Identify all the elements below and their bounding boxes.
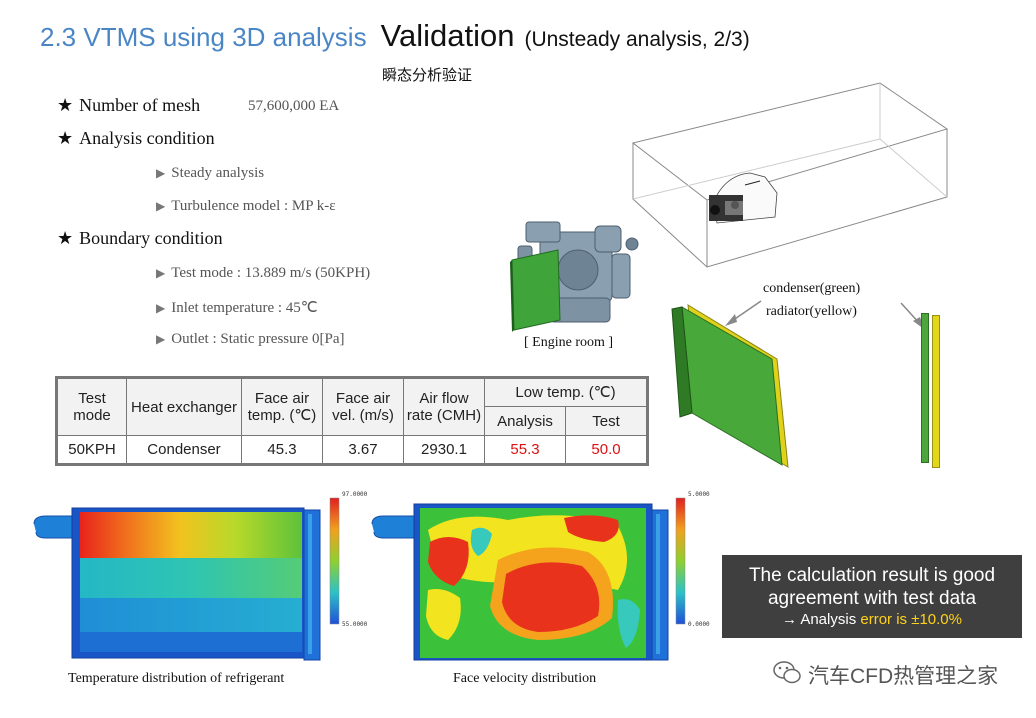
cell-test: 50.0 bbox=[565, 435, 648, 465]
temperature-contour bbox=[33, 497, 340, 661]
engine-room-label: [ Engine room ] bbox=[524, 335, 614, 350]
header-face-air-temp: Face air temp. (℃) bbox=[241, 377, 323, 436]
result-line-1: The calculation result is good bbox=[748, 565, 996, 586]
velocity-contour bbox=[371, 497, 686, 661]
condenser-label: condenser(green) bbox=[763, 281, 861, 296]
mesh-value: 57,600,000 EA bbox=[248, 98, 340, 114]
chinese-subtitle: 瞬态分析验证 bbox=[382, 67, 473, 84]
result-callout-box: The calculation result is good agreement… bbox=[722, 555, 1022, 638]
radiator-label: radiator(yellow) bbox=[766, 304, 857, 319]
star-icon: ★ bbox=[57, 95, 74, 115]
wind-tunnel-figure bbox=[631, 82, 949, 268]
triangle-bullet-icon: ▶ bbox=[156, 166, 166, 180]
star-icon: ★ bbox=[57, 128, 74, 148]
boundary-item-text: Outlet : Static pressure 0[Pa] bbox=[171, 331, 345, 347]
cell-face-air-vel: 3.67 bbox=[322, 435, 404, 465]
analysis-item: ▶ Turbulence model : MP k-ε bbox=[156, 198, 336, 215]
temp-scale-min: 55.0000 bbox=[342, 621, 368, 628]
header-test-mode: Test mode bbox=[56, 377, 127, 436]
cell-air-flow: 2930.1 bbox=[403, 435, 485, 465]
cell-analysis: 55.3 bbox=[484, 435, 566, 465]
analysis-item-text: Turbulence model : MP k-ε bbox=[171, 198, 336, 214]
triangle-bullet-icon: ▶ bbox=[156, 332, 166, 346]
boundary-item: ▶ Test mode : 13.889 m/s (50KPH) bbox=[156, 265, 370, 282]
result-line-3: → Analysis error is ±10.0% bbox=[722, 610, 1022, 630]
cell-heat-exchanger: Condenser bbox=[126, 435, 242, 465]
velocity-colorbar bbox=[675, 497, 686, 625]
header-test: Test bbox=[565, 406, 648, 436]
header-heat-exchanger: Heat exchanger bbox=[126, 377, 242, 436]
front-condenser-icon bbox=[511, 249, 561, 331]
results-table-wrapper: Test mode Heat exchanger Face air temp. … bbox=[55, 376, 649, 466]
radiator-side-bar bbox=[932, 315, 940, 468]
table-row: 50KPH Condenser 45.3 3.67 2930.1 55.3 50… bbox=[56, 435, 648, 465]
result-line-2: agreement with test data bbox=[767, 588, 977, 609]
car-model-icon bbox=[709, 172, 778, 224]
boundary-heading: ★ Boundary condition bbox=[57, 228, 223, 249]
header-face-air-vel: Face air vel. (m/s) bbox=[322, 377, 404, 436]
vel-scale-min: 0.0000 bbox=[688, 621, 710, 628]
condenser-side-bar bbox=[921, 313, 929, 463]
page-title: Validation bbox=[380, 18, 515, 53]
cell-test-mode: 50KPH bbox=[56, 435, 127, 465]
header-low-temp: Low temp. (℃) bbox=[484, 377, 648, 407]
boundary-item-text: Test mode : 13.889 m/s (50KPH) bbox=[171, 265, 371, 281]
result-line-3-prefix: → Analysis bbox=[782, 611, 861, 628]
vel-scale-max: 5.0000 bbox=[688, 491, 710, 498]
heat-exchanger-figure bbox=[671, 304, 789, 468]
mesh-heading: ★ Number of mesh bbox=[57, 95, 200, 116]
cell-face-air-temp: 45.3 bbox=[241, 435, 323, 465]
analysis-item-text: Steady analysis bbox=[171, 165, 265, 181]
star-icon: ★ bbox=[57, 228, 74, 248]
analysis-heading: ★ Analysis condition bbox=[57, 128, 215, 149]
watermark-text: 汽车CFD热管理之家 bbox=[808, 665, 999, 688]
header-air-flow: Air flow rate (CMH) bbox=[403, 377, 485, 436]
mesh-label: Number of mesh bbox=[79, 95, 201, 115]
boundary-item: ▶ Inlet temperature : 45℃ bbox=[156, 298, 318, 317]
analysis-item: ▶ Steady analysis bbox=[156, 165, 264, 182]
temperature-caption: Temperature distribution of refrigerant bbox=[68, 671, 285, 686]
result-error-highlight: error is ±10.0% bbox=[860, 611, 962, 628]
header-analysis: Analysis bbox=[484, 406, 566, 436]
boundary-item-text: Inlet temperature : 45℃ bbox=[171, 300, 318, 316]
boundary-item: ▶ Outlet : Static pressure 0[Pa] bbox=[156, 331, 345, 348]
section-title: 2.3 VTMS using 3D analysis bbox=[40, 22, 367, 52]
wechat-logo-icon bbox=[773, 661, 801, 684]
engine-room-figure bbox=[510, 221, 639, 332]
analysis-label: Analysis condition bbox=[79, 128, 215, 148]
triangle-bullet-icon: ▶ bbox=[156, 199, 166, 213]
temp-scale-max: 97.0000 bbox=[342, 491, 368, 498]
page-subtitle: (Unsteady analysis, 2/3) bbox=[524, 28, 750, 51]
triangle-bullet-icon: ▶ bbox=[156, 301, 166, 315]
temperature-colorbar bbox=[329, 497, 340, 625]
triangle-bullet-icon: ▶ bbox=[156, 266, 166, 280]
title-section: 2.3 VTMS using 3D analysis Validation (Uns… bbox=[40, 18, 750, 54]
results-table: Test mode Heat exchanger Face air temp. … bbox=[55, 376, 649, 466]
velocity-caption: Face velocity distribution bbox=[453, 671, 597, 686]
boundary-label: Boundary condition bbox=[79, 228, 223, 248]
